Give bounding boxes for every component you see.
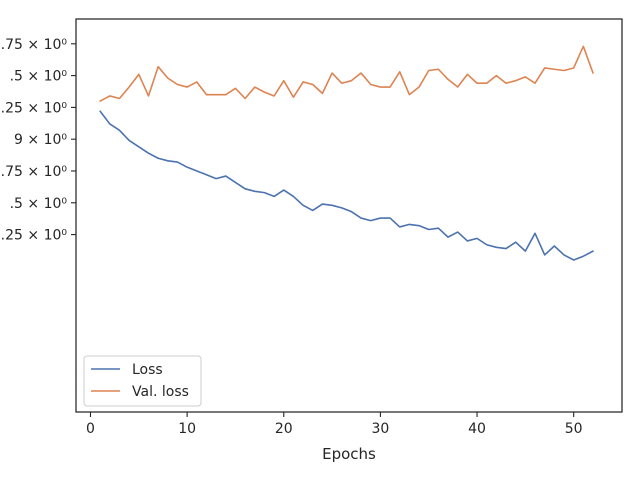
y-tick-label: 9 × 10⁰ [14, 132, 67, 148]
series-layer [99, 45, 594, 261]
y-tick-label: .75 × 10⁰ [1, 164, 68, 180]
y-tick-label: .25 × 10⁰ [1, 228, 68, 244]
x-tick-label: 50 [565, 421, 583, 437]
y-tick-label: .25 × 10⁰ [1, 100, 68, 116]
legend: Loss Val. loss [83, 355, 202, 407]
x-axis-label: Epochs [322, 445, 376, 463]
y-tick-label: .75 × 10⁰ [1, 37, 68, 53]
x-tick-label: 10 [178, 421, 196, 437]
y-tick-label: .5 × 10⁰ [10, 196, 68, 212]
x-tick-label: 40 [468, 421, 486, 437]
axes-frame [75, 18, 623, 413]
x-tick-label: 0 [86, 421, 95, 437]
series-line-val-loss [99, 45, 594, 102]
ticks-layer: 0 10 20 30 40 50 .75 × 10⁰ .5 × 10⁰ .25 × 10⁰ 9 ×… [1, 37, 583, 437]
legend-label-val-loss: Val. loss [132, 384, 189, 400]
x-tick-label: 20 [275, 421, 293, 437]
y-tick-label: .5 × 10⁰ [10, 69, 68, 85]
x-tick-label: 30 [371, 421, 389, 437]
plot-area [75, 18, 623, 413]
legend-label-loss: Loss [132, 362, 163, 378]
series-line-loss [99, 110, 594, 261]
